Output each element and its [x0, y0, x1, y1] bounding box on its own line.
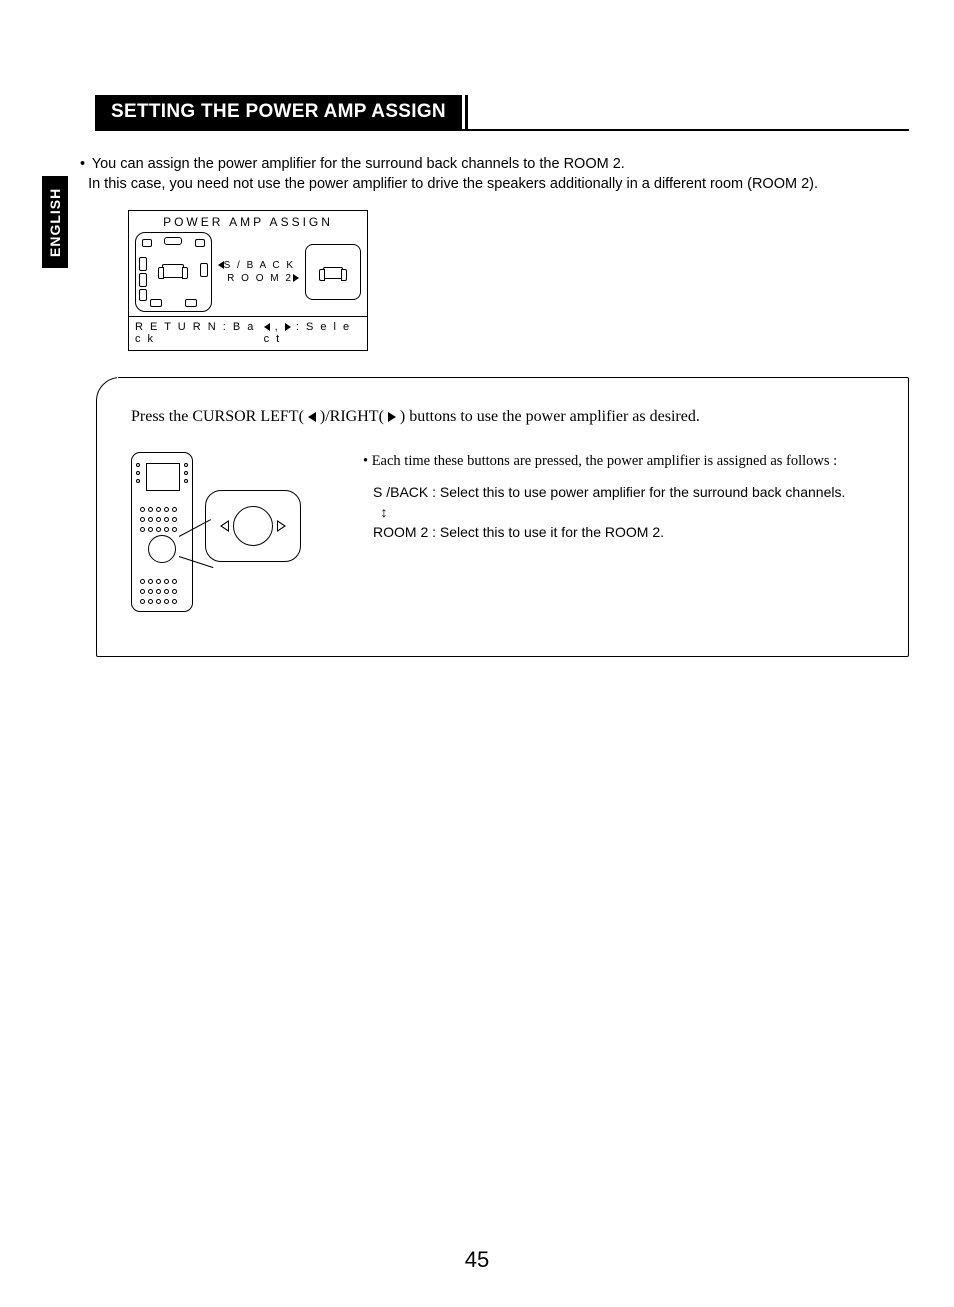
remote-illustration — [131, 452, 331, 612]
cursor-left-icon — [220, 520, 229, 532]
triangle-right-icon — [388, 412, 396, 422]
step-prefix: Press the CURSOR LEFT( — [131, 408, 304, 425]
osd-panel: POWER AMP ASSIGN S / B A C K R O O M 2 R… — [128, 210, 368, 351]
option-sback-label: S /BACK : — [373, 484, 436, 500]
instruction-bullet: Each time these buttons are pressed, the… — [372, 453, 838, 469]
option-arrow: ↕ — [373, 504, 874, 520]
cursor-button-zoom — [205, 490, 301, 562]
intro-line-2: In this case, you need not use the power… — [88, 176, 818, 192]
step-mid: )/RIGHT( — [320, 408, 384, 425]
osd-options: S / B A C K R O O M 2 — [218, 259, 299, 285]
option-room2: ROOM 2 : Select this to use it for the R… — [373, 524, 874, 540]
osd-option-room2: R O O M 2 — [227, 273, 293, 284]
osd-footer-sep: , — [275, 321, 280, 333]
manual-page: ENGLISH SETTING THE POWER AMP ASSIGN • Y… — [0, 0, 954, 1307]
osd-option-sback: S / B A C K — [224, 260, 295, 271]
page-number: 45 — [465, 1247, 489, 1273]
triangle-left-icon — [308, 412, 316, 422]
triangle-left-icon — [264, 323, 270, 331]
section-title-bar: SETTING THE POWER AMP ASSIGN — [95, 95, 909, 131]
instruction-description: • Each time these buttons are pressed, t… — [363, 452, 874, 612]
intro-text: • You can assign the power amplifier for… — [80, 155, 909, 194]
instruction-box: Press the CURSOR LEFT( )/RIGHT( ) button… — [96, 377, 909, 657]
option-room2-label: ROOM 2 : — [373, 524, 436, 540]
osd-room2-diagram — [305, 244, 361, 300]
osd-footer: R E T U R N : B a c k , : S e l e c t — [129, 316, 367, 350]
language-tab: ENGLISH — [42, 176, 68, 268]
section-title: SETTING THE POWER AMP ASSIGN — [95, 95, 465, 129]
step-suffix: ) buttons to use the power amplifier as … — [400, 408, 700, 425]
osd-main-room-diagram — [135, 232, 212, 312]
option-sback-desc: Select this to use power amplifier for t… — [440, 484, 845, 500]
step-body: • Each time these buttons are pressed, t… — [131, 452, 874, 612]
intro-line-1: You can assign the power amplifier for t… — [92, 156, 625, 172]
triangle-right-icon — [285, 323, 291, 331]
option-sback: S /BACK : Select this to use power ampli… — [373, 484, 874, 500]
osd-title: POWER AMP ASSIGN — [129, 211, 367, 231]
cursor-right-icon — [277, 520, 286, 532]
option-room2-desc: Select this to use it for the ROOM 2. — [440, 524, 664, 540]
osd-footer-return: R E T U R N : B a c k — [135, 321, 264, 345]
osd-body: S / B A C K R O O M 2 — [129, 231, 367, 316]
instruction-step: Press the CURSOR LEFT( )/RIGHT( ) button… — [131, 408, 874, 426]
triangle-right-icon — [293, 274, 299, 282]
updown-arrow-icon: ↕ — [373, 504, 395, 520]
